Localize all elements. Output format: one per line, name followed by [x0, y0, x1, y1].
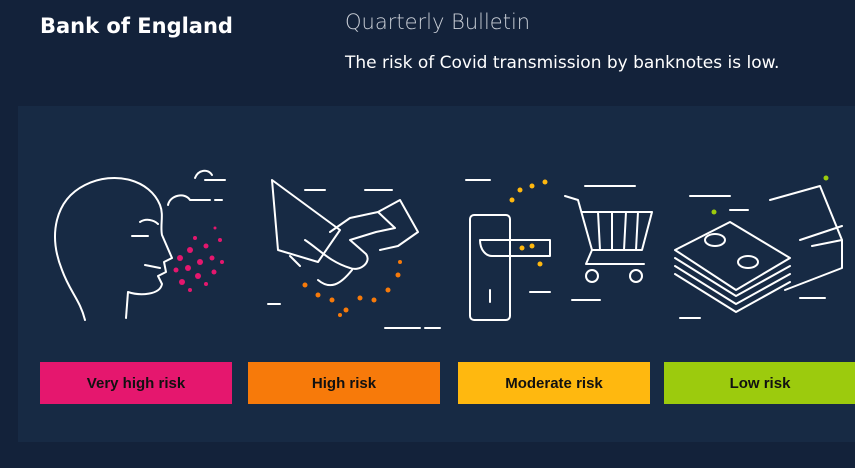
- door-cart-icon: [466, 180, 652, 321]
- icons: [0, 0, 855, 350]
- risk-label: Low risk: [664, 362, 855, 404]
- risk-label: Moderate risk: [458, 362, 650, 404]
- infographic: Bank of England Quarterly Bulletin The r…: [0, 0, 855, 468]
- risk-label: High risk: [248, 362, 440, 404]
- money-wallet-icon: [675, 176, 842, 319]
- risk-label: Very high risk: [40, 362, 232, 404]
- handshake-icon: [268, 180, 440, 328]
- head-icon: [55, 171, 225, 320]
